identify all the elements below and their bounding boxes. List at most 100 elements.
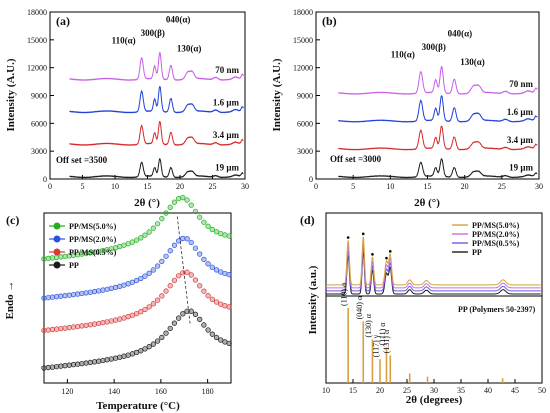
c-series-3-point: [184, 308, 190, 314]
d-reference-stick-label: (040) α: [355, 295, 364, 319]
c-series-3-point: [205, 327, 211, 333]
b-ytick-label: 3000: [297, 147, 313, 156]
c-series-2-point: [138, 309, 144, 315]
c-series-3-point: [175, 315, 182, 321]
c-series-1-point: [91, 288, 98, 295]
c-series-0-point: [171, 199, 178, 205]
c-series-2-point: [188, 272, 194, 278]
c-series-1-point: [96, 288, 102, 294]
c-series-0-point: [62, 253, 68, 260]
d-legend-label: PP/MS(0.5%): [472, 239, 520, 248]
c-legend-label: PP/MS(5.0%): [69, 222, 117, 231]
c-series-3-point: [201, 322, 207, 328]
c-series-0-point: [45, 255, 51, 262]
c-series-1-point: [100, 287, 106, 293]
c-series-2-point: [192, 277, 199, 283]
c-series-1-point: [201, 256, 207, 263]
a-series-1-line: [69, 120, 244, 146]
b-peak-label: 040(α): [448, 29, 473, 39]
d-xtick-label: 20: [376, 386, 384, 395]
d-legend-label: PP/MS(5.0%): [472, 221, 520, 230]
a-xtick-label: 30: [241, 182, 249, 191]
c-series-3-point: [49, 364, 56, 370]
c-series-3-point: [100, 357, 106, 364]
b-peak-label: 110(α): [391, 50, 415, 60]
c-series-0-point: [154, 221, 161, 227]
c-series-3-point: [108, 356, 114, 362]
c-series-0-point: [146, 229, 152, 235]
c-series-1-point: [108, 285, 114, 292]
c-legend-label: PP/MS(0.5%): [69, 248, 117, 257]
c-series-1-point: [154, 263, 161, 269]
c-series-3-point: [209, 331, 215, 337]
b-xtick-label: 15: [424, 182, 432, 191]
a-ytick-label: 0: [43, 175, 47, 184]
c-series-1-point: [75, 291, 81, 297]
c-series-0-point: [201, 219, 207, 225]
c-series-1-point: [112, 284, 119, 291]
c-series-3-point: [146, 344, 152, 350]
d-peak-marker: [361, 232, 365, 236]
panel-a-lines: [69, 51, 244, 179]
c-series-2-point: [226, 304, 232, 310]
d-reference-stick-label: (117) γ: [372, 334, 381, 357]
b-ytick-label: 0: [309, 175, 313, 184]
c-series-1-point: [138, 275, 144, 282]
c-series-3-point: [226, 340, 232, 347]
panel-a-ticks: 0 5 10 15 20 25 30 0 3000 6000 9000 12000 15000 18000: [27, 8, 249, 191]
c-series-0-point: [167, 204, 173, 210]
c-series-3-point: [79, 360, 85, 367]
c-series-2-point: [150, 301, 157, 307]
d-series-0-line: [326, 236, 541, 286]
b-ytick-label: 6000: [297, 119, 313, 128]
c-series-2-point: [167, 283, 173, 289]
a-series-3-label: 70 nm: [215, 65, 239, 75]
c-legend-marker: [53, 222, 61, 230]
b-xtick-label: 0: [314, 182, 318, 191]
a-series-3-line: [69, 51, 244, 82]
c-series-1-point: [146, 270, 152, 276]
c-series-2-point: [66, 324, 72, 331]
b-ytick-label: 18000: [293, 8, 313, 17]
panel-c-legend: PP/MS(5.0%) PP/MS(2.0%) PP/MS(0.5%) PP: [49, 222, 117, 270]
d-xtick-label: 40: [484, 386, 492, 395]
c-legend-label: PP/MS(2.0%): [69, 235, 117, 244]
panel-c-xlabel: Temperature (°C): [96, 400, 180, 412]
panel-b-xlabel: 2θ (°): [414, 197, 440, 209]
d-reference-stick-label: (110) α: [340, 282, 349, 306]
b-series-0-line: [338, 158, 538, 179]
c-series-1-point: [87, 289, 93, 295]
c-series-0-point: [150, 225, 157, 231]
d-legend-label: PP/MS(2.0%): [472, 230, 520, 239]
c-series-1-point: [45, 294, 51, 301]
c-series-2-point: [100, 320, 106, 326]
d-legend-label: PP: [472, 248, 482, 257]
b-xtick-label: 25: [498, 182, 506, 191]
c-series-1-point: [188, 239, 194, 246]
a-xtick-label: 10: [111, 182, 119, 191]
c-series-0-point: [205, 223, 211, 229]
c-series-1-point: [66, 292, 72, 298]
d-xtick-label: 35: [457, 386, 465, 395]
c-series-2-point: [70, 324, 77, 330]
c-series-2-point: [79, 323, 85, 329]
c-series-1-point: [159, 258, 165, 265]
c-legend-label: PP: [69, 261, 79, 270]
b-series-3-line: [338, 65, 538, 95]
c-series-2-point: [180, 270, 186, 276]
c-peak-guide-line: [176, 216, 191, 324]
c-legend-marker: [53, 248, 61, 256]
c-series-3-point: [180, 311, 186, 317]
b-xtick-label: 5: [351, 182, 355, 191]
panel-d-label: (d): [300, 213, 315, 227]
panel-d: 10 15 20 25 30 35 40 45 50 PP/MS(5.0%)PP/MS(2.0%…: [300, 212, 546, 406]
a-xtick-label: 25: [209, 182, 217, 191]
c-series-3-point: [218, 337, 224, 343]
c-series-3-point: [117, 354, 123, 360]
b-series-2-line: [338, 95, 538, 123]
c-series-3-point: [150, 341, 157, 347]
c-series-1-point: [142, 273, 148, 279]
c-series-0-point: [133, 237, 140, 243]
panel-a-offset-text: Off set =3500: [56, 155, 108, 165]
